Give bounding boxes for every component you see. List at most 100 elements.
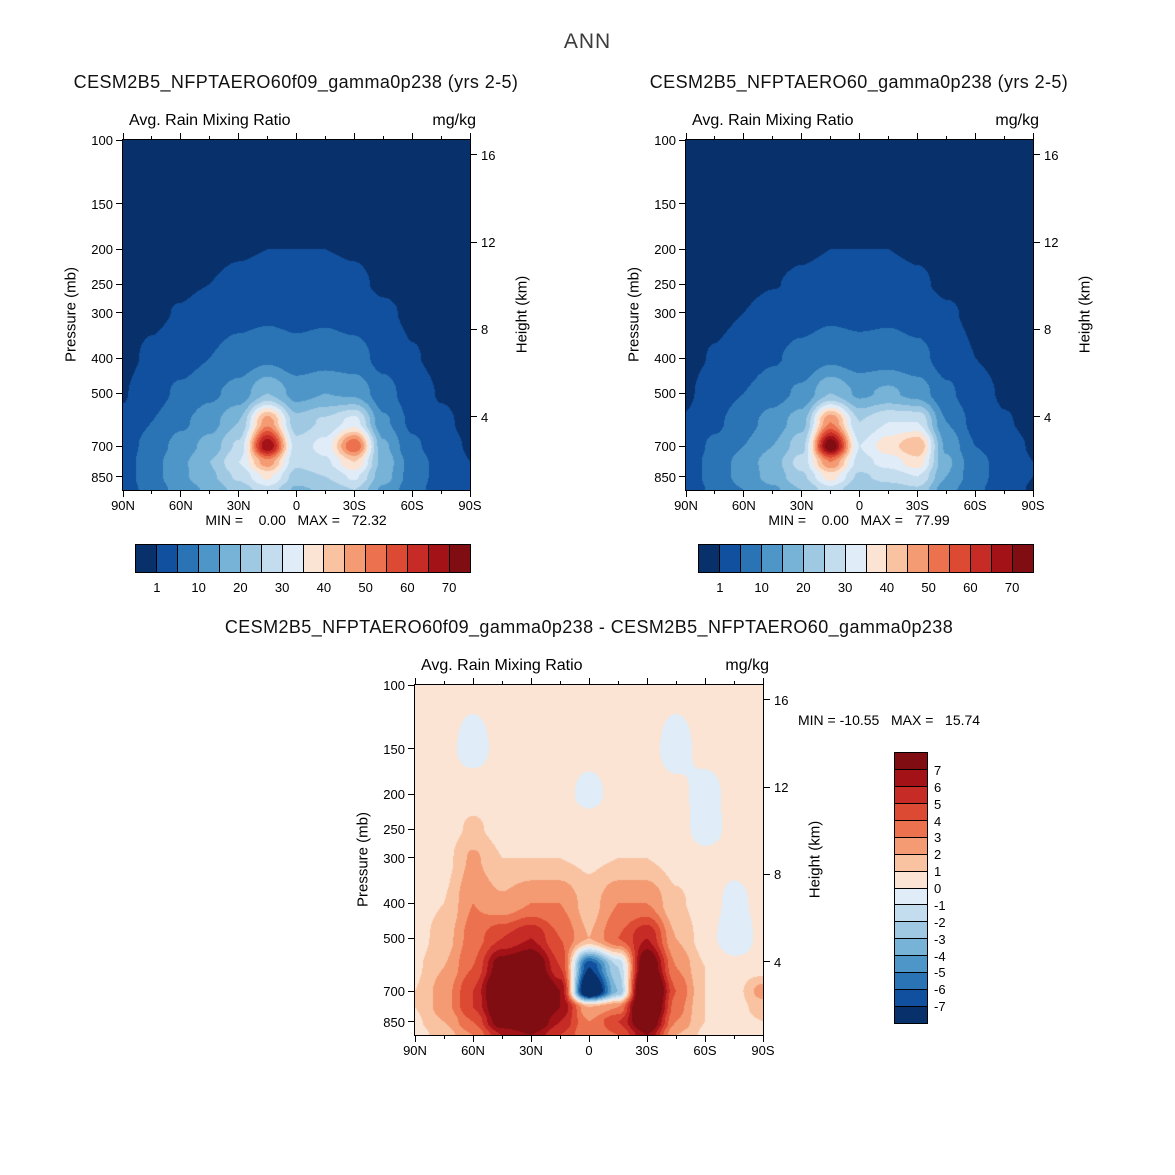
lat-minor-tick (501, 1035, 503, 1039)
colorbar-tick-label: 10 (754, 580, 769, 595)
colorbar-cell (303, 545, 324, 572)
lat-tick-top (180, 133, 182, 140)
pressure-tick-label: 400 (91, 351, 113, 367)
colorbar-cell (761, 545, 783, 572)
colorbar-divider (344, 545, 346, 572)
lat-minor-tick-top (324, 136, 326, 140)
colorbar-divider (782, 545, 783, 572)
pressure-tick (679, 445, 686, 447)
colorbar-divider (281, 545, 283, 572)
colorbar-divider (386, 545, 387, 572)
colorbar-cell (895, 989, 927, 1007)
pressure-tick (679, 392, 686, 394)
colorbar-divider (895, 820, 927, 821)
lat-tick-label: 90S (458, 498, 482, 513)
lat-minor-tick (617, 1035, 619, 1039)
pressure-tick-label: 700 (383, 984, 405, 1000)
colorbar-cell (386, 545, 408, 572)
colorbar-divider (895, 853, 927, 855)
colorbar-divider (177, 545, 179, 572)
lat-tick-label: 90S (751, 1043, 775, 1058)
lat-tick-top (685, 133, 687, 140)
panel-units: mg/kg (432, 112, 476, 129)
colorbar-cell (323, 545, 345, 572)
colorbar-divider (260, 545, 262, 572)
lat-tick-label: 0 (585, 1043, 593, 1058)
pressure-tick-label: 400 (654, 351, 676, 367)
colorbar-tick-label: -2 (934, 914, 946, 930)
colorbar-tick-label: 4 (934, 813, 942, 829)
minmax-label: MIN = 0.00 MAX = 72.32 (205, 512, 387, 528)
height-tick-label: 4 (1044, 409, 1052, 425)
lat-tick-label: 60S (400, 498, 424, 513)
pressure-tick-label: 500 (383, 931, 405, 947)
colorbar-divider (886, 545, 888, 572)
lat-tick-top (801, 133, 803, 140)
colorbar (135, 544, 471, 573)
pressure-tick-label: 850 (91, 469, 113, 485)
panel-subtitle: Avg. Rain Mixing Ratio (421, 657, 583, 674)
height-tick (1033, 241, 1040, 243)
colorbar-divider (427, 545, 429, 572)
colorbar-divider (365, 545, 367, 572)
colorbar-tick-label: 1 (716, 580, 724, 595)
lat-tick (685, 490, 687, 497)
colorbar-divider (448, 545, 450, 572)
lat-minor-tick (559, 1035, 561, 1039)
height-tick (470, 416, 477, 418)
panel-units: mg/kg (995, 112, 1039, 129)
colorbar-divider (1011, 545, 1013, 572)
lat-tick (469, 490, 471, 497)
pressure-axis-label: Pressure (mb) (354, 811, 372, 908)
colorbar-divider (198, 545, 200, 572)
lat-tick-top (1032, 133, 1034, 140)
colorbar-tick-label: 20 (233, 580, 248, 595)
pressure-tick (408, 684, 415, 686)
colorbar-tick-label: 60 (963, 580, 978, 595)
lat-tick-label: 60S (693, 1043, 717, 1058)
pressure-tick-label: 250 (91, 277, 113, 293)
colorbar-divider (895, 870, 927, 872)
pressure-tick-label: 100 (91, 133, 113, 148)
pressure-tick-label: 700 (654, 439, 676, 455)
colorbar-cell (240, 545, 262, 572)
colorbar-cell (928, 545, 950, 572)
pressure-tick-label: 200 (383, 787, 405, 803)
lat-tick-label: 30S (905, 498, 929, 513)
colorbar-cell (895, 938, 927, 956)
colorbar-cell (895, 904, 927, 922)
pressure-tick-label: 850 (654, 469, 676, 485)
pressure-tick (679, 283, 686, 285)
lat-tick-top (411, 133, 413, 140)
colorbar-cell (895, 820, 927, 838)
lat-tick-label: 0 (855, 498, 864, 513)
lat-tick (411, 490, 413, 497)
height-tick-label: 4 (774, 954, 782, 970)
colorbar-cell (282, 545, 303, 572)
minmax-label: MIN = -10.55 MAX = 15.74 (798, 712, 981, 728)
colorbar-divider (844, 545, 846, 572)
plot-frame (122, 139, 471, 491)
height-tick-label: 16 (1044, 147, 1059, 163)
colorbar-cell (866, 545, 887, 572)
colorbar-tick-label: -3 (934, 931, 946, 947)
pressure-tick (679, 139, 686, 141)
lat-minor-tick-top (443, 681, 445, 685)
panel-units: mg/kg (725, 657, 769, 674)
colorbar-cell (449, 545, 470, 572)
lat-minor-tick-top (887, 136, 889, 140)
colorbar-tick-label: 30 (837, 580, 853, 595)
pressure-tick (408, 990, 415, 992)
colorbar-divider (895, 836, 927, 838)
colorbar-divider (406, 545, 408, 572)
panel-subtitle: Avg. Rain Mixing Ratio (692, 112, 854, 129)
colorbar-divider (895, 921, 927, 923)
colorbar-tick-label: 20 (796, 580, 811, 595)
pressure-tick-label: 500 (654, 386, 676, 402)
lat-tick-top (588, 678, 590, 685)
height-tick (470, 241, 477, 243)
lat-tick (801, 490, 803, 497)
colorbar-cell (895, 786, 927, 804)
colorbar-cell (907, 545, 929, 572)
